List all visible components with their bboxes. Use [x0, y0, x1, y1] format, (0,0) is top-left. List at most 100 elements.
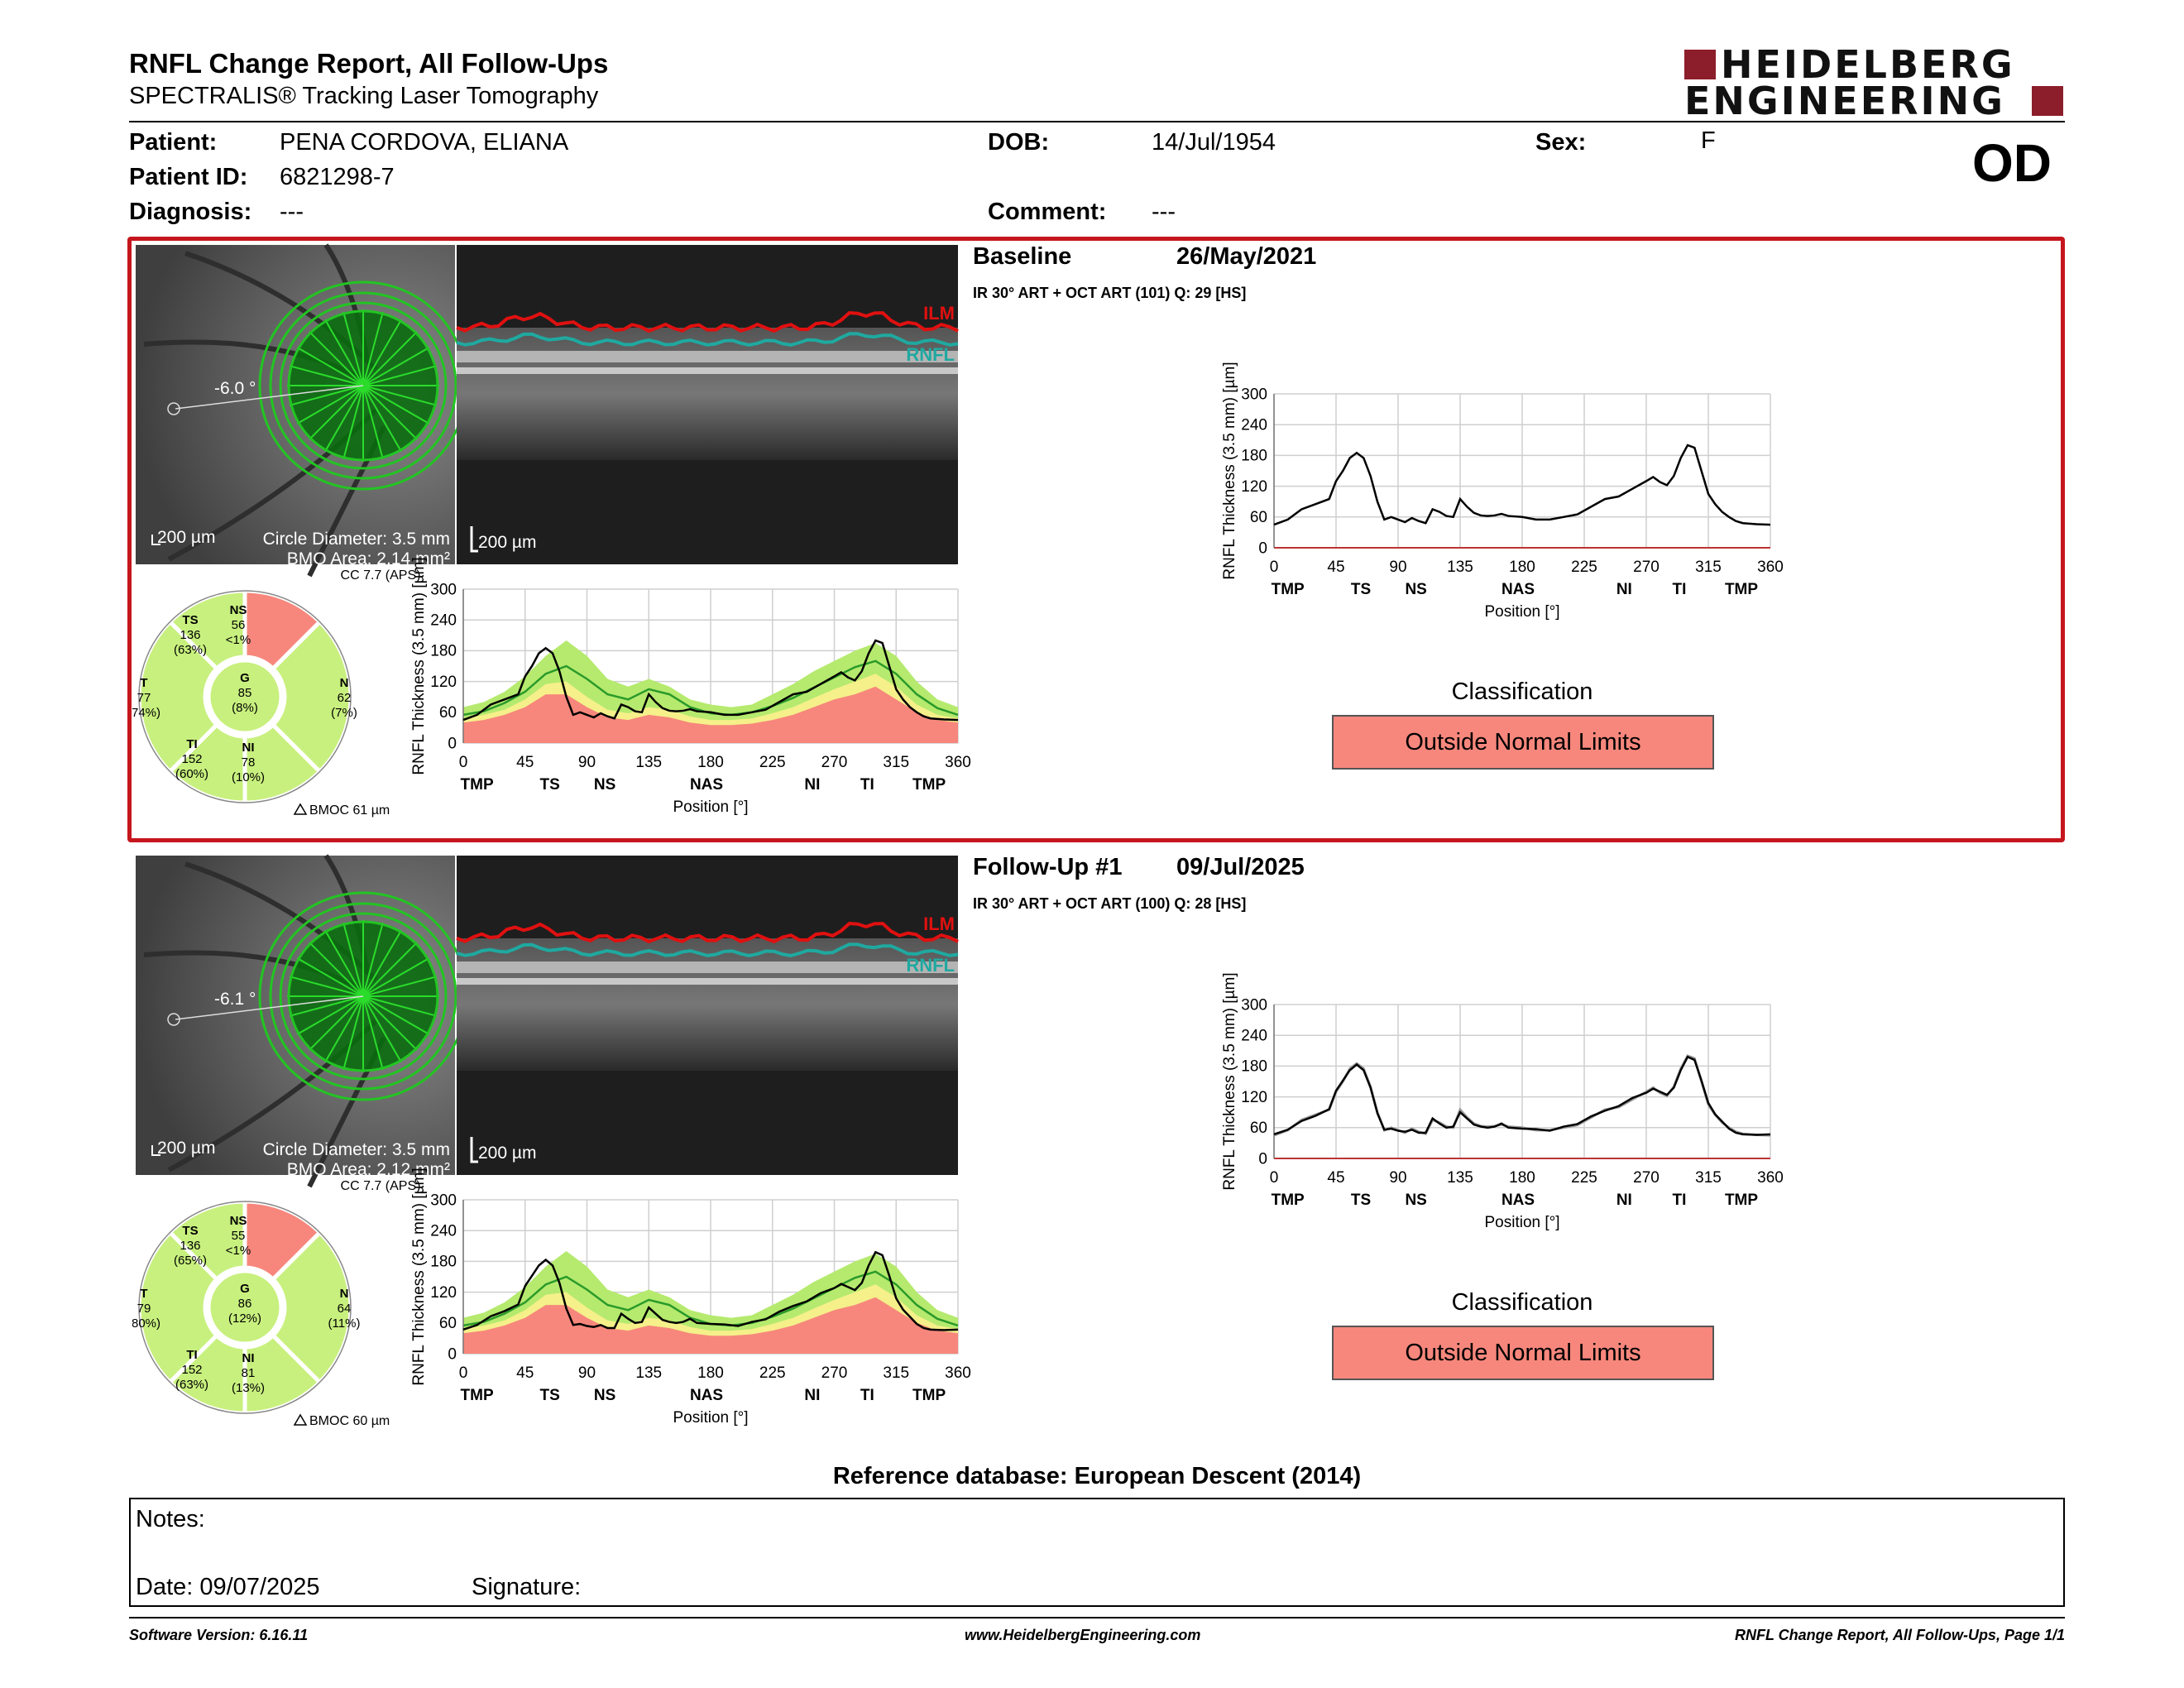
- y-tick-label: 300: [1241, 996, 1267, 1014]
- radial-scan: [289, 995, 364, 1017]
- sector-label: TMP: [461, 1387, 494, 1404]
- classification-label: Classification: [1451, 679, 1593, 705]
- reference-database: Reference database: European Descent (20…: [832, 1463, 1362, 1489]
- sector-outline: [138, 1201, 352, 1414]
- x-tick-label: 315: [883, 754, 909, 771]
- patient-id-label: Patient ID:: [129, 164, 248, 190]
- oct-scale-bar-icon: [470, 526, 478, 553]
- diagnosis-value: ---: [280, 199, 304, 225]
- x-tick-label: 225: [1571, 559, 1597, 576]
- report-subtitle: SPECTRALIS® Tracking Laser Tomography: [129, 83, 599, 109]
- series-line: [1273, 444, 1771, 526]
- y-tick-label: 300: [430, 1192, 457, 1209]
- sector-label: TMP: [912, 776, 946, 794]
- radial-scan: [324, 995, 364, 1063]
- circle-scan: [279, 912, 448, 1081]
- sector-label: NI: [1616, 1192, 1632, 1209]
- sector-percentile: (12%): [228, 1312, 261, 1326]
- sector-label: NI: [804, 776, 820, 794]
- radial-scan: [362, 995, 418, 1051]
- sector-label: NS: [594, 1387, 615, 1404]
- scan-info: IR 30° ART + OCT ART (101) Q: 29 [HS]: [973, 285, 1247, 301]
- x-tick-label: 360: [945, 754, 971, 771]
- radial-scan: [362, 319, 402, 386]
- y-tick-label: 180: [430, 643, 457, 660]
- sector-name: G: [240, 671, 250, 685]
- sector-label: TI: [860, 1387, 874, 1404]
- series-line: [462, 639, 959, 722]
- radial-scan: [362, 942, 418, 997]
- circle-diameter: Circle Diameter: 3.5 mm: [263, 1140, 450, 1159]
- y-tick-label: 180: [1241, 1058, 1267, 1076]
- sector-label: TMP: [461, 776, 494, 794]
- sector-label: NI: [1616, 581, 1632, 598]
- radial-scan: [289, 976, 364, 997]
- sector-label: NAS: [690, 1387, 723, 1404]
- abnormal-band: [463, 1297, 958, 1354]
- notes-box: Notes: Date: 09/07/2025 Signature:: [129, 1498, 2065, 1607]
- sector-value: 55: [232, 1229, 246, 1243]
- rnfl-label: RNFL: [906, 344, 955, 365]
- ilm-label: ILM: [923, 914, 955, 934]
- scale-bar-icon: [151, 535, 160, 545]
- y-axis-label: RNFL Thickness (3.5 mm) [µm]: [1221, 362, 1238, 579]
- x-tick-label: 45: [516, 754, 534, 771]
- sector-value: 152: [181, 752, 202, 766]
- sector-label: TI: [860, 776, 874, 794]
- radial-scan: [362, 385, 402, 453]
- oct-bscan: ILM RNFL 200 µm: [456, 856, 959, 1175]
- sector-label: TS: [1351, 1192, 1371, 1209]
- sector-name: T: [140, 676, 147, 690]
- sector-value: 81: [242, 1366, 256, 1380]
- page-info: RNFL Change Report, All Follow-Ups, Page…: [1734, 1627, 2065, 1643]
- classification-result: Outside Normal Limits: [1332, 1326, 1714, 1380]
- sector-value: 79: [137, 1302, 151, 1316]
- oct-scale-bar-icon: [470, 1137, 478, 1163]
- y-tick-label: 60: [1250, 1120, 1267, 1137]
- sector-name: N: [340, 676, 349, 690]
- thickness-profile-normative: 0 45 90 135 180 225 270 315 360 0 60 120 180 240 300 TM…: [410, 1168, 971, 1427]
- sector-label: NAS: [1502, 581, 1535, 598]
- radial-scan: [324, 319, 364, 386]
- x-tick-label: 45: [516, 1364, 534, 1382]
- footer-divider: [129, 1617, 2065, 1618]
- radial-scan: [296, 957, 364, 997]
- rnfl-line: [456, 942, 959, 958]
- patient-name: PENA CORDOVA, ELIANA: [280, 129, 569, 156]
- sector-percentile: (60%): [175, 767, 208, 781]
- sector-value: 78: [242, 755, 256, 770]
- x-tick-label: 225: [759, 754, 786, 771]
- ilm-line: [456, 922, 959, 944]
- series-line: [462, 1250, 959, 1331]
- sector-label: TMP: [1272, 1192, 1305, 1209]
- x-tick-label: 360: [1757, 1169, 1784, 1187]
- x-tick-label: 270: [1633, 559, 1660, 576]
- thickness-profile-comparison: 0 45 90 135 180 225 270 315 360 0 60 120 180 240 300 TM…: [1221, 362, 1784, 621]
- radial-scan: [342, 995, 364, 1071]
- thickness-profile-comparison: 0 45 90 135 180 225 270 315 360 0 60 120 180 240 300 TM…: [1221, 972, 1784, 1231]
- heidelberg-logo: HEIDELBERG ENGINEERING: [1684, 46, 2065, 121]
- x-tick-label: 180: [697, 1364, 724, 1382]
- x-tick-label: 315: [883, 1364, 909, 1382]
- sector-outline: [138, 590, 352, 803]
- radial-scan: [362, 995, 402, 1063]
- x-tick-label: 90: [578, 1364, 596, 1382]
- comment-value: ---: [1152, 199, 1176, 225]
- scale-bar-label: 200 µm: [157, 1139, 215, 1158]
- sector-label: TMP: [912, 1387, 946, 1404]
- scan-info: IR 30° ART + OCT ART (100) Q: 28 [HS]: [973, 895, 1247, 912]
- sector-percentile: (8%): [232, 701, 258, 715]
- rnfl-line: [456, 332, 959, 348]
- x-tick-label: 135: [1447, 559, 1473, 576]
- website-link[interactable]: www.HeidelbergEngineering.com: [965, 1627, 1201, 1643]
- x-tick-label: 270: [821, 1364, 848, 1382]
- circle-diameter: Circle Diameter: 3.5 mm: [263, 530, 450, 549]
- x-tick-label: 90: [578, 754, 596, 771]
- radial-scan: [342, 311, 364, 386]
- exam-date: 26/May/2021: [1176, 243, 1317, 270]
- radial-scan: [289, 385, 364, 406]
- exam-title: Baseline: [973, 243, 1072, 270]
- sector-percentile: (63%): [174, 643, 207, 657]
